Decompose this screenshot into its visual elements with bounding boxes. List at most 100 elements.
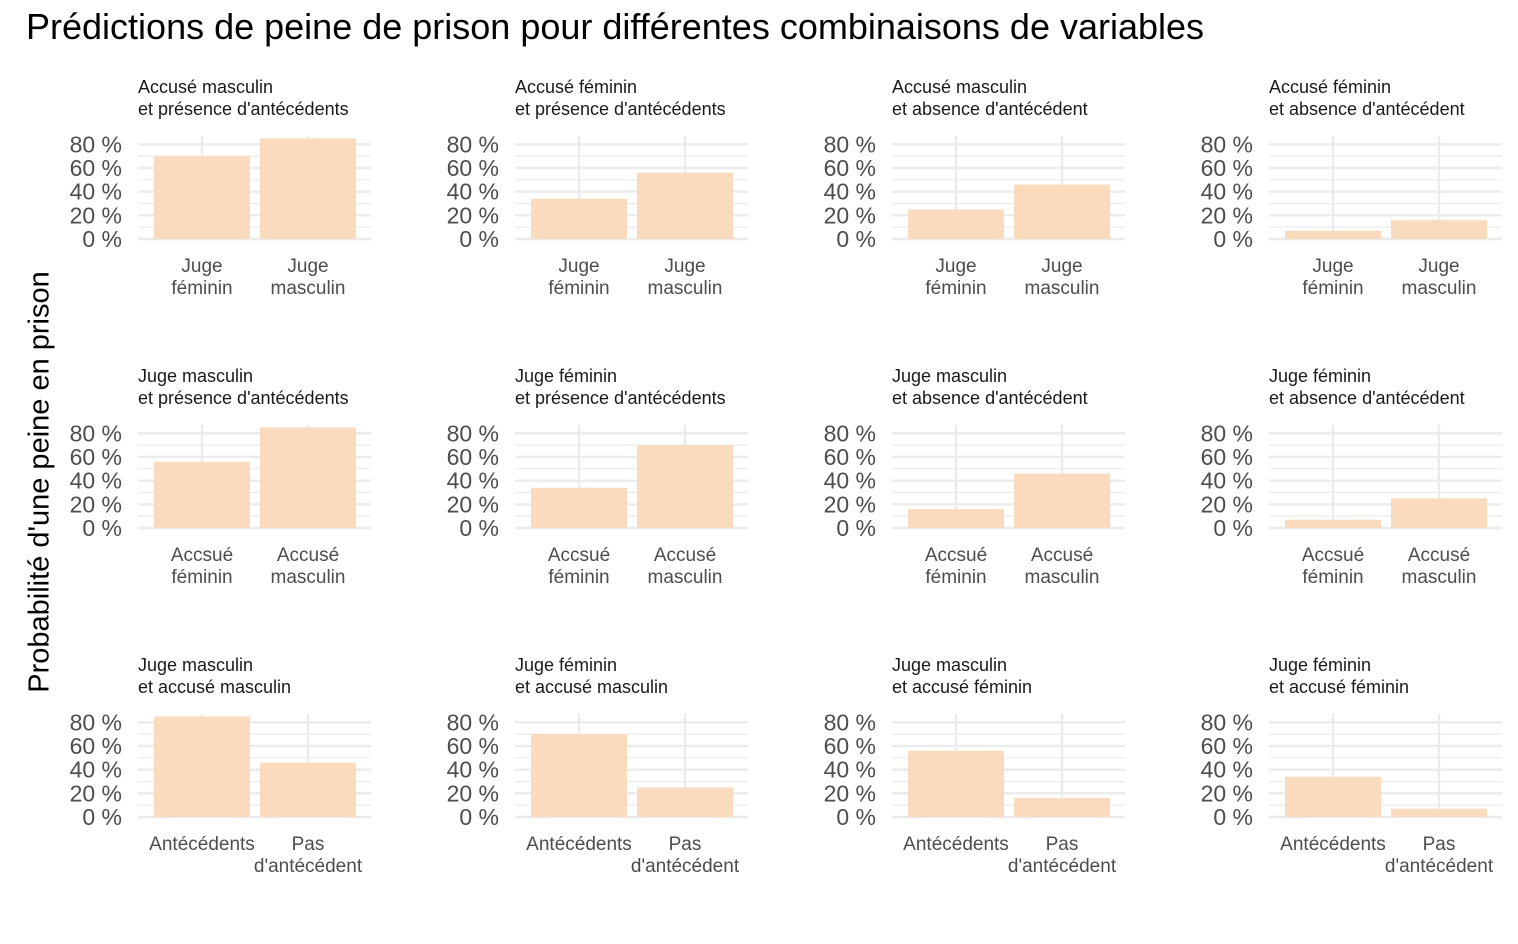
- x-tick-label-line: masculin: [648, 567, 723, 588]
- facet-panel: Juge masculin et absence d'antécédent 0 % 2…: [754, 365, 1131, 655]
- y-tick-label: 80 %: [70, 420, 122, 446]
- x-tick-label-line: Juge: [1041, 256, 1082, 277]
- facet-grid: Accusé masculin et présence d'antécédents…: [0, 76, 1508, 877]
- facet-panel: Juge féminin et accusé féminin 0 % 20 % 40 %…: [1131, 654, 1508, 944]
- y-tick-label: 0 %: [459, 515, 499, 541]
- x-tick-label: Antécédents: [149, 834, 255, 855]
- facet-title: Juge féminin et absence d'antécédent: [1269, 365, 1508, 409]
- bar: [908, 750, 1004, 817]
- bar: [1014, 473, 1110, 528]
- x-tick-label-line: Pas: [1046, 834, 1079, 855]
- facet-panel: Juge féminin et présence d'antécédents 0 %…: [377, 365, 754, 655]
- y-tick-label: 20 %: [1201, 780, 1253, 806]
- y-tick-label: 0 %: [836, 804, 876, 830]
- facet-title-line: Accusé féminin: [1269, 77, 1392, 97]
- y-tick-label: 80 %: [824, 709, 876, 735]
- x-tick-label-line: Pas: [292, 834, 325, 855]
- y-tick-label: 0 %: [82, 226, 122, 252]
- y-tick-label: 20 %: [1201, 202, 1253, 228]
- y-tick-label: 20 %: [447, 491, 499, 517]
- facet-title-line: et présence d'antécédents: [515, 388, 726, 408]
- facet-title-line: et accusé féminin: [1269, 677, 1410, 697]
- bar: [154, 716, 250, 817]
- y-tick-label: 60 %: [447, 155, 499, 181]
- y-tick-label: 40 %: [70, 757, 122, 783]
- y-tick-label: 20 %: [447, 780, 499, 806]
- facet-title: Juge masculin et accusé masculin: [138, 654, 377, 698]
- y-tick-label: 0 %: [459, 226, 499, 252]
- y-tick-label: 20 %: [447, 202, 499, 228]
- x-tick-label-line: masculin: [1402, 278, 1477, 299]
- x-tick-label-line: masculin: [1402, 567, 1477, 588]
- x-tick-label: Juge féminin: [548, 256, 609, 299]
- x-tick-label-line: Pas: [669, 834, 702, 855]
- y-tick-label: 60 %: [70, 444, 122, 470]
- y-tick-label: 60 %: [824, 155, 876, 181]
- facet-panel: Juge masculin et présence d'antécédents 0 …: [0, 365, 377, 655]
- x-tick-label-line: Accusé: [654, 545, 716, 566]
- x-tick-label: Accusé masculin: [1402, 545, 1477, 588]
- x-tick-label: Accusé masculin: [648, 545, 723, 588]
- y-tick-label: 20 %: [824, 780, 876, 806]
- x-tick-label: Accsué féminin: [1302, 545, 1364, 588]
- x-tick-label-line: Antécédents: [526, 834, 632, 855]
- bar: [531, 198, 627, 239]
- y-tick-label: 80 %: [70, 709, 122, 735]
- y-tick-label: 0 %: [836, 226, 876, 252]
- bar: [531, 487, 627, 528]
- y-tick-label: 60 %: [1201, 155, 1253, 181]
- facet-title: Juge masculin et absence d'antécédent: [892, 365, 1131, 409]
- facet-panel: Accusé féminin et absence d'antécédent 0 %…: [1131, 76, 1508, 366]
- x-tick-label: Antécédents: [1280, 834, 1386, 855]
- facet-title: Juge masculin et présence d'antécédents: [138, 365, 377, 409]
- facet-title-line: Accusé féminin: [515, 77, 638, 97]
- y-tick-label: 40 %: [447, 468, 499, 494]
- y-tick-label: 80 %: [447, 131, 499, 157]
- bar: [531, 734, 627, 817]
- x-tick-label-line: Antécédents: [1280, 834, 1386, 855]
- y-tick-label: 0 %: [1213, 515, 1253, 541]
- y-tick-label: 80 %: [1201, 420, 1253, 446]
- facet-title-line: Juge féminin: [515, 655, 618, 675]
- x-tick-label-line: Juge: [1312, 256, 1353, 277]
- facet-title-line: et accusé masculin: [138, 677, 292, 697]
- facet-title: Accusé masculin et présence d'antécédents: [138, 76, 377, 120]
- facet-panel: Juge féminin et accusé masculin 0 % 20 % 40 …: [377, 654, 754, 944]
- facet-panel: Juge masculin et accusé masculin 0 % 20 % 40…: [0, 654, 377, 944]
- facet-title-line: et présence d'antécédents: [138, 388, 349, 408]
- y-tick-label: 20 %: [1201, 491, 1253, 517]
- y-tick-label: 80 %: [447, 709, 499, 735]
- x-tick-label: Pas d'antécédent: [254, 834, 363, 877]
- y-tick-label: 0 %: [1213, 804, 1253, 830]
- x-tick-label-line: Accsué: [925, 545, 987, 566]
- y-tick-label: 60 %: [824, 444, 876, 470]
- facet-title-line: Juge masculin: [138, 366, 254, 386]
- y-tick-label: 60 %: [1201, 444, 1253, 470]
- x-tick-label-line: féminin: [925, 278, 986, 299]
- facet-title-line: et présence d'antécédents: [138, 99, 349, 119]
- y-tick-label: 80 %: [824, 131, 876, 157]
- x-tick-label: Pas d'antécédent: [1385, 834, 1494, 877]
- bar: [637, 172, 733, 239]
- x-tick-label-line: masculin: [271, 567, 346, 588]
- x-tick-label-line: masculin: [648, 278, 723, 299]
- bar: [908, 209, 1004, 239]
- x-tick-label-line: Pas: [1423, 834, 1456, 855]
- bar: [1391, 808, 1487, 817]
- x-tick-label-line: d'antécédent: [254, 856, 363, 877]
- x-tick-label-line: féminin: [1302, 567, 1363, 588]
- y-tick-label: 80 %: [824, 420, 876, 446]
- facet-title: Juge féminin et présence d'antécédents: [515, 365, 754, 409]
- x-tick-label: Juge masculin: [1402, 256, 1477, 299]
- facet-title-line: Juge féminin: [515, 366, 618, 386]
- y-tick-label: 80 %: [1201, 131, 1253, 157]
- y-tick-label: 80 %: [1201, 709, 1253, 735]
- bar: [637, 787, 733, 817]
- y-tick-label: 20 %: [70, 491, 122, 517]
- facet-title: Accusé masculin et absence d'antécédent: [892, 76, 1131, 120]
- x-tick-label: Juge féminin: [171, 256, 232, 299]
- y-tick-label: 60 %: [447, 733, 499, 759]
- x-tick-label: Juge masculin: [648, 256, 723, 299]
